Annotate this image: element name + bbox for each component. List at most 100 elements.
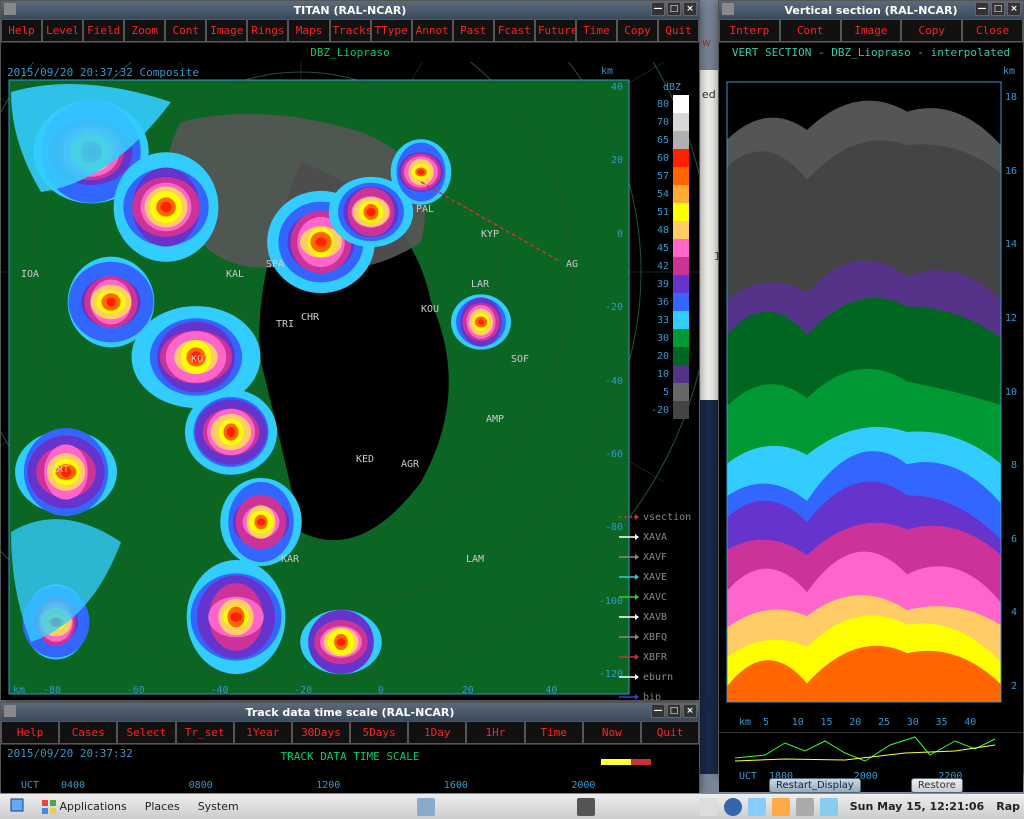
titan-titlebar[interactable]: TITAN (RAL-NCAR) — □ ×	[1, 1, 699, 19]
background-text: ed	[702, 88, 716, 101]
colorbar-swatch: 65	[629, 131, 689, 149]
vert-menubar: InterpContImageCopyClose	[719, 19, 1023, 43]
menu-annot[interactable]: Annot	[412, 19, 453, 42]
menu-cont[interactable]: Cont	[780, 19, 841, 42]
colorbar-swatch: -20	[629, 401, 689, 419]
titan-xaxis: km -80-60-40-2002040	[1, 685, 629, 696]
menu-cases[interactable]: Cases	[59, 721, 117, 744]
legend-item-XAVE: XAVE	[619, 567, 689, 587]
menu-level[interactable]: Level	[42, 19, 83, 42]
menu-image[interactable]: Image	[206, 19, 247, 42]
menu-rings[interactable]: Rings	[247, 19, 288, 42]
applications-menu[interactable]: Applications	[36, 798, 133, 816]
track-titlebar[interactable]: Track data time scale (RAL-NCAR) — □ ×	[1, 703, 699, 721]
volume-icon[interactable]	[796, 798, 814, 816]
svg-text:LAR: LAR	[471, 279, 490, 290]
axis-tick: 18	[993, 92, 1017, 103]
menu-tr_set[interactable]: Tr_set	[176, 721, 234, 744]
menu-fcast[interactable]: Fcast	[494, 19, 535, 42]
menu-time[interactable]: Time	[525, 721, 583, 744]
menu-time[interactable]: Time	[576, 19, 617, 42]
menu-maps[interactable]: Maps	[288, 19, 329, 42]
minimize-button[interactable]: —	[651, 2, 665, 16]
tray-icon[interactable]	[772, 798, 790, 816]
menu-select[interactable]: Select	[117, 721, 175, 744]
axis-tick: -20	[593, 302, 623, 313]
axis-tick: -80	[43, 685, 127, 696]
menu-future[interactable]: Future	[535, 19, 576, 42]
menu-close[interactable]: Close	[962, 19, 1023, 42]
menu-cont[interactable]: Cont	[165, 19, 206, 42]
svg-text:SPA: SPA	[266, 259, 284, 270]
axis-tick: -60	[127, 685, 211, 696]
close-button[interactable]: ×	[683, 2, 697, 16]
menu-past[interactable]: Past	[453, 19, 494, 42]
tray-icon[interactable]	[577, 798, 595, 816]
menu-field[interactable]: Field	[83, 19, 124, 42]
vert-titlebar[interactable]: Vertical section (RAL-NCAR) — □ ×	[719, 1, 1023, 19]
menu-quit[interactable]: Quit	[641, 721, 699, 744]
titan-timestamp: 2015/09/20 20:37:32 Composite	[7, 66, 199, 79]
maximize-button[interactable]: □	[667, 704, 681, 718]
menu-copy[interactable]: Copy	[901, 19, 962, 42]
system-menu[interactable]: System	[192, 798, 245, 815]
axis-tick: 20	[849, 717, 878, 728]
axis-tick: 2000	[571, 780, 699, 791]
vert-title: Vertical section (RAL-NCAR)	[784, 4, 957, 17]
colorbar-swatch: 60	[629, 149, 689, 167]
colorbar-swatch: 45	[629, 239, 689, 257]
menu-interp[interactable]: Interp	[719, 19, 780, 42]
menu-image[interactable]: Image	[841, 19, 902, 42]
menu-30days[interactable]: 30Days	[292, 721, 350, 744]
titan-radar-display[interactable]: IOAKALSPATRICHRKOTARTKEDKARPALKYPLARKOUS…	[1, 62, 699, 700]
titan-colorbar: dBZ 807065605754514845423936333020105-20	[629, 82, 689, 419]
svg-text:KOT: KOT	[191, 354, 209, 365]
tray-icon[interactable]	[820, 798, 838, 816]
menu-copy[interactable]: Copy	[617, 19, 658, 42]
close-button[interactable]: ×	[1007, 2, 1021, 16]
menu-1year[interactable]: 1Year	[234, 721, 292, 744]
svg-text:KAL: KAL	[226, 269, 244, 280]
menu-1day[interactable]: 1Day	[408, 721, 466, 744]
menu-quit[interactable]: Quit	[658, 19, 699, 42]
track-menubar: HelpCasesSelectTr_set1Year30Days5Days1Da…	[1, 721, 699, 745]
menu-help[interactable]: Help	[1, 19, 42, 42]
minimize-button[interactable]: —	[651, 704, 665, 718]
track-display[interactable]: 2015/09/20 20:37:32 TRACK DATA TIME SCAL…	[1, 745, 699, 793]
km-label: km	[601, 66, 613, 77]
clock[interactable]: Sun May 15, 12:21:06	[850, 800, 984, 813]
axis-tick: 16	[993, 166, 1017, 177]
menu-ttype[interactable]: TType	[371, 19, 412, 42]
restore-button[interactable]: Restore	[911, 778, 963, 793]
axis-tick: 12	[993, 313, 1017, 324]
legend-item-XBFR: XBFR	[619, 647, 689, 667]
tray-icon[interactable]	[748, 798, 766, 816]
svg-text:KED: KED	[356, 454, 374, 465]
menu-now[interactable]: Now	[583, 721, 641, 744]
show-desktop-button[interactable]	[4, 796, 30, 817]
menu-zoom[interactable]: Zoom	[124, 19, 165, 42]
axis-tick: 0800	[189, 780, 317, 791]
axis-tick: 6	[993, 534, 1017, 545]
restart-display-button[interactable]: Restart_Display	[769, 778, 861, 793]
menu-1hr[interactable]: 1Hr	[466, 721, 524, 744]
tray-icon[interactable]	[724, 798, 742, 816]
minimize-button[interactable]: —	[975, 2, 989, 16]
vert-radar-display[interactable]: km 18161412108642 km 510152025303540 UCT…	[719, 62, 1023, 792]
menu-tracks[interactable]: Tracks	[330, 19, 371, 42]
maximize-button[interactable]: □	[667, 2, 681, 16]
colorbar-swatch: 54	[629, 185, 689, 203]
user-label[interactable]: Rap	[996, 800, 1020, 813]
menu-5days[interactable]: 5Days	[350, 721, 408, 744]
maximize-button[interactable]: □	[991, 2, 1005, 16]
tray-icon[interactable]	[417, 798, 435, 816]
colorbar-swatch: 33	[629, 311, 689, 329]
tray-icon[interactable]	[700, 798, 718, 816]
close-button[interactable]: ×	[683, 704, 697, 718]
colorbar-swatch: 48	[629, 221, 689, 239]
titan-title: TITAN (RAL-NCAR)	[294, 4, 407, 17]
colorbar-swatch: 36	[629, 293, 689, 311]
menu-help[interactable]: Help	[1, 721, 59, 744]
legend-item-bip: bip	[619, 687, 689, 700]
places-menu[interactable]: Places	[139, 798, 186, 815]
